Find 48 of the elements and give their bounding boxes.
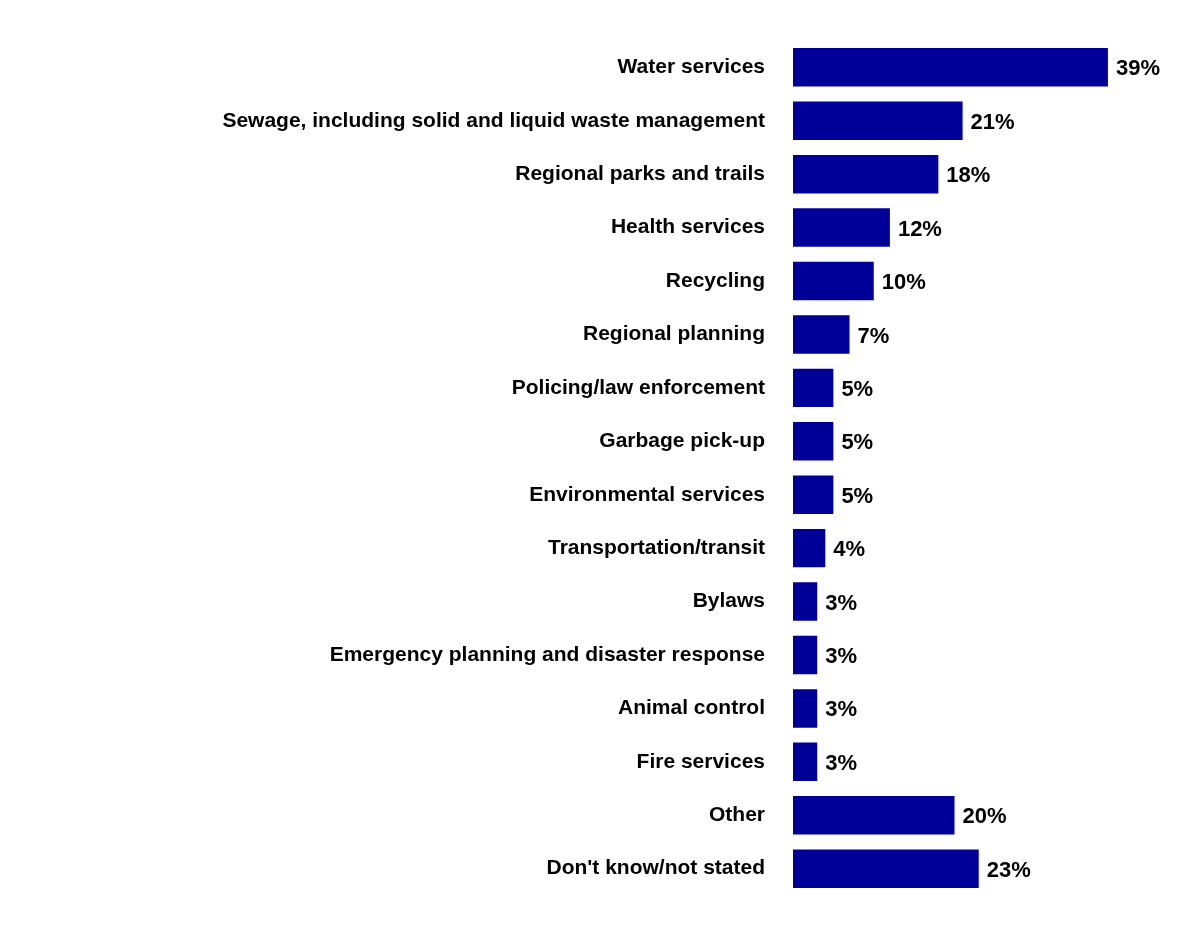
data-label: 21%	[970, 108, 1015, 134]
y-tick-label: Environmental services	[529, 481, 765, 505]
data-label: 10%	[881, 269, 926, 295]
data-label: 3%	[825, 589, 858, 615]
bar	[793, 475, 834, 514]
data-label: 5%	[841, 482, 874, 508]
data-label: 7%	[857, 322, 890, 348]
data-label: 39%	[1115, 55, 1160, 81]
y-tick-label: Policing/law enforcement	[511, 374, 765, 398]
bar	[793, 582, 818, 621]
bar	[793, 48, 1108, 87]
bar	[793, 154, 939, 194]
data-label: 3%	[825, 749, 858, 775]
data-label: 3%	[825, 643, 858, 669]
data-label: 4%	[833, 536, 866, 562]
y-tick-label: Regional planning	[583, 321, 765, 345]
y-tick-label: Health services	[610, 214, 765, 238]
bar	[793, 635, 818, 675]
bar	[793, 315, 850, 354]
data-label: 5%	[841, 375, 874, 401]
bar	[793, 368, 834, 408]
y-tick-label: Garbage pick-up	[599, 428, 765, 452]
bar	[793, 208, 890, 247]
y-tick-label: Transportation/transit	[547, 534, 765, 558]
bar	[793, 742, 818, 782]
y-tick-label: Bylaws	[692, 588, 765, 612]
y-tick-label: Other	[708, 802, 765, 826]
y-tick-label: Don't know/not stated	[546, 855, 765, 879]
bar	[793, 528, 826, 568]
bar	[793, 849, 979, 888]
y-tick-label: Fire services	[636, 748, 765, 772]
data-label: 18%	[946, 162, 991, 188]
data-label: 5%	[841, 429, 874, 455]
y-tick-label: Sewage, including solid and liquid waste management	[222, 107, 765, 131]
bar	[793, 261, 874, 301]
bar	[793, 101, 963, 140]
bar	[793, 422, 834, 461]
y-tick-label: Water services	[617, 54, 765, 78]
bar	[793, 689, 818, 728]
data-label: 12%	[897, 215, 942, 241]
y-tick-label: Animal control	[617, 695, 765, 719]
data-label: 23%	[986, 856, 1031, 882]
y-tick-label: Regional parks and trails	[515, 160, 765, 184]
data-label: 20%	[962, 803, 1007, 829]
y-tick-label: Emergency planning and disaster response	[329, 641, 765, 665]
bar	[793, 796, 955, 835]
y-tick-label: Recycling	[665, 267, 765, 291]
data-label: 3%	[825, 696, 858, 722]
